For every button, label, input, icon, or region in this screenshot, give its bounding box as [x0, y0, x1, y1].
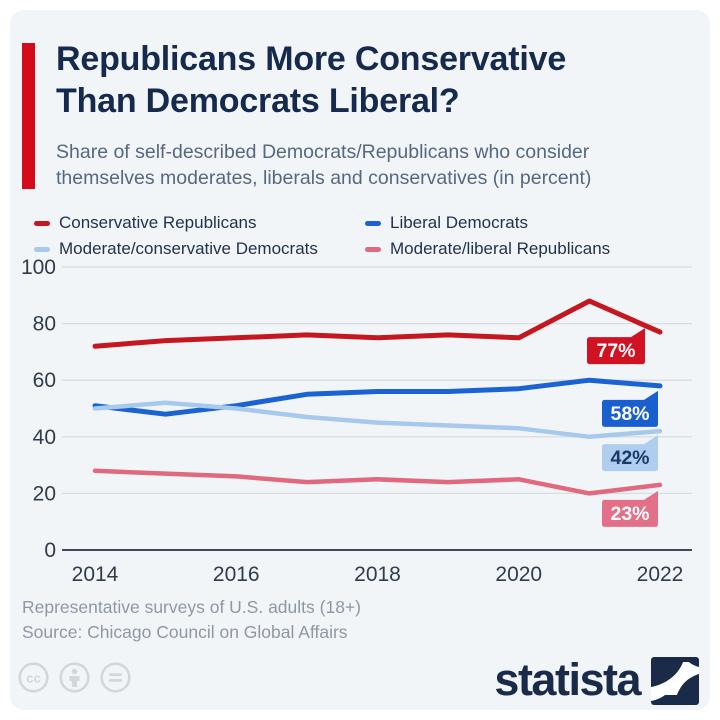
x-axis-tick-label: 2014	[72, 563, 119, 586]
legend-item: Moderate/conservative Democrats	[34, 239, 365, 259]
legend-item: Liberal Democrats	[365, 213, 610, 233]
value-badge	[602, 499, 658, 527]
series-line	[92, 298, 663, 349]
legend-label: Moderate/conservative Democrats	[59, 239, 318, 258]
value-badge-notch	[644, 435, 658, 447]
value-badge	[602, 399, 658, 427]
y-axis-tick-label: 0	[44, 539, 56, 562]
equals-icon	[100, 662, 131, 693]
x-axis-tick-label: 2020	[495, 563, 542, 586]
legend-label: Moderate/liberal Republicans	[390, 239, 611, 258]
legend-marker-icon	[365, 220, 381, 226]
infographic-card: Republicans More Conservative Than Democ…	[10, 10, 710, 710]
legend: Conservative Republicans Liberal Democrat…	[34, 213, 610, 259]
svg-text:cc: cc	[26, 671, 40, 686]
legend-item: Moderate/liberal Republicans	[365, 239, 610, 259]
cc-icon: cc	[18, 662, 49, 693]
series-line	[92, 377, 663, 417]
attribution-person-icon	[59, 662, 90, 693]
legend-label: Conservative Republicans	[59, 213, 257, 232]
chart-subtitle: Share of self-described Democrats/Republ…	[56, 141, 592, 189]
y-axis-tick-label: 40	[33, 426, 56, 449]
value-badge-notch	[644, 490, 658, 502]
x-axis-tick-label: 2022	[637, 563, 684, 586]
y-axis-tick-label: 20	[33, 482, 56, 505]
legend-item: Conservative Republicans	[34, 213, 365, 233]
value-badge	[602, 444, 658, 472]
statista-logo-text: statista	[494, 653, 641, 705]
x-axis-tick-label: 2016	[213, 563, 260, 586]
footer-note: Representative surveys of U.S. adults (1…	[22, 597, 361, 617]
value-badge-label: 77%	[596, 340, 635, 362]
value-badge-label: 23%	[610, 503, 649, 525]
legend-label: Liberal Democrats	[390, 213, 528, 232]
value-badge-label: 42%	[610, 447, 649, 469]
line-chart: 0 20 40 60 80 100 2014 2016 2018 2020 2022 77% 58% 42…	[10, 255, 710, 600]
y-axis-tick-label: 80	[33, 313, 56, 336]
value-badge-notch	[644, 390, 658, 402]
series-line	[92, 400, 663, 440]
brand-footer: statista	[494, 657, 699, 705]
statista-logo-icon	[651, 657, 699, 705]
value-badge-notch	[631, 328, 645, 340]
title-accent-bar	[22, 43, 35, 189]
x-axis-tick-label: 2018	[354, 563, 401, 586]
y-axis-tick-label: 60	[33, 369, 56, 392]
y-axis-tick-label: 100	[21, 256, 56, 279]
value-badge-label: 58%	[610, 403, 649, 425]
chart-title: Republicans More Conservative Than Democ…	[56, 40, 567, 121]
footer-source: Source: Chicago Council on Global Affair…	[22, 622, 348, 642]
chart-svg: 0 20 40 60 80 100 2014 2016 2018 2020 2022 77% 58% 42…	[21, 256, 692, 586]
legend-marker-icon	[34, 220, 50, 226]
series-line	[92, 468, 663, 496]
legend-marker-icon	[365, 246, 381, 252]
license-icons: cc	[18, 662, 131, 693]
value-badge	[587, 337, 645, 365]
legend-marker-icon	[34, 246, 50, 252]
